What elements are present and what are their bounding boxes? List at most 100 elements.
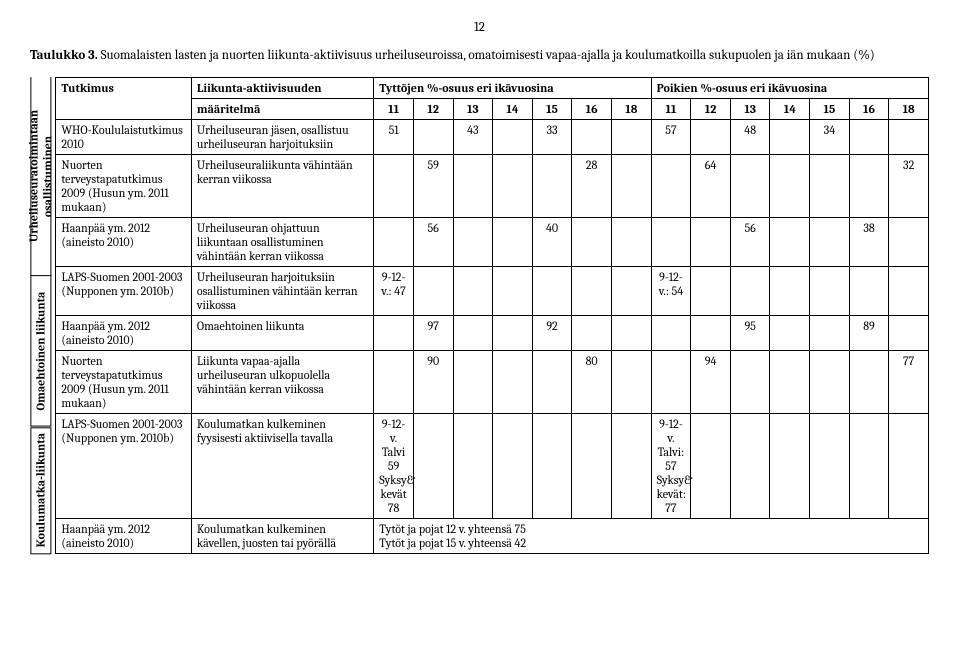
cell-value	[810, 414, 850, 519]
cell-value	[453, 218, 493, 267]
cell-value: 92	[532, 316, 572, 351]
table-caption: Taulukko 3. Suomalaisten lasten ja nuort…	[30, 48, 929, 63]
cell-value	[572, 414, 612, 519]
cell-value	[651, 218, 691, 267]
cell-value	[532, 351, 572, 414]
age-col: 16	[572, 99, 612, 120]
cell-value: 38	[849, 218, 889, 267]
cell-value	[611, 267, 651, 316]
cell-value: 95	[730, 316, 770, 351]
cell-value	[810, 155, 850, 218]
cell-value	[611, 120, 651, 155]
cell-value	[532, 155, 572, 218]
data-table: Tutkimus Liikunta-aktiivisuuden Tyttöjen…	[55, 77, 929, 554]
cell-value	[889, 120, 929, 155]
cell-value	[770, 120, 810, 155]
cell-definition: Koulumatkan kulkeminen fyysisesti aktiiv…	[191, 414, 373, 519]
cell-value	[730, 155, 770, 218]
cell-value	[651, 155, 691, 218]
cell-value	[493, 155, 533, 218]
cell-value: 51	[374, 120, 414, 155]
cell-value	[453, 414, 493, 519]
cell-value	[453, 267, 493, 316]
age-col: 18	[889, 99, 929, 120]
age-col: 13	[730, 99, 770, 120]
cell-definition: Urheiluseuraliikunta vähintään kerran vi…	[191, 155, 373, 218]
cell-value	[849, 414, 889, 519]
cell-value	[493, 120, 533, 155]
cell-value	[849, 267, 889, 316]
cell-value	[691, 414, 731, 519]
col-boys: Poikien %-osuus eri ikävuosina	[651, 78, 928, 99]
cell-value	[691, 120, 731, 155]
cell-value: 28	[572, 155, 612, 218]
caption-text: Suomalaisten lasten ja nuorten liikunta-…	[101, 48, 875, 63]
age-col: 18	[611, 99, 651, 120]
cell-value	[572, 267, 612, 316]
cell-merged: Tytöt ja pojat 12 v. yhteensä 75 Tytöt j…	[374, 519, 929, 554]
group-label-1: Urheiluseuratoimintaan osallistuminen	[30, 77, 51, 276]
cell-value	[691, 267, 731, 316]
cell-value	[770, 267, 810, 316]
cell-value	[493, 414, 533, 519]
cell-study: LAPS-Suomen 2001-2003 (Nupponen ym. 2010…	[56, 267, 192, 316]
cell-value	[493, 218, 533, 267]
cell-study: Nuorten terveystapatutkimus 2009 (Husun …	[56, 351, 192, 414]
cell-value: 43	[453, 120, 493, 155]
age-col: 16	[849, 99, 889, 120]
cell-value	[889, 218, 929, 267]
age-col: 11	[651, 99, 691, 120]
cell-value: 94	[691, 351, 731, 414]
cell-value	[413, 120, 453, 155]
cell-value	[730, 414, 770, 519]
cell-value: 57	[651, 120, 691, 155]
cell-value	[810, 316, 850, 351]
cell-definition: Urheiluseuran jäsen, osallistuu urheilus…	[191, 120, 373, 155]
cell-value	[770, 218, 810, 267]
cell-value	[849, 155, 889, 218]
group-label-2: Omaehtoinen liikunta	[30, 276, 51, 427]
cell-value	[611, 218, 651, 267]
cell-value	[810, 218, 850, 267]
cell-value	[493, 267, 533, 316]
table-row: Haanpää ym. 2012 (aineisto 2010)Omaehtoi…	[56, 316, 929, 351]
table-row: WHO-Koululaistutkimus 2010Urheiluseuran …	[56, 120, 929, 155]
cell-value: 89	[849, 316, 889, 351]
col-definition-l2: määritelmä	[191, 99, 373, 120]
cell-value	[611, 414, 651, 519]
cell-definition: Omaehtoinen liikunta	[191, 316, 373, 351]
cell-value: 32	[889, 155, 929, 218]
cell-value	[374, 316, 414, 351]
cell-value	[691, 218, 731, 267]
cell-value	[453, 316, 493, 351]
cell-value	[413, 267, 453, 316]
cell-value	[413, 414, 453, 519]
cell-value: 48	[730, 120, 770, 155]
age-col: 12	[691, 99, 731, 120]
cell-value	[730, 351, 770, 414]
cell-value	[453, 351, 493, 414]
cell-value	[691, 316, 731, 351]
cell-value	[611, 351, 651, 414]
age-col: 12	[413, 99, 453, 120]
cell-value: 59	[413, 155, 453, 218]
table-row: LAPS-Suomen 2001-2003 (Nupponen ym. 2010…	[56, 267, 929, 316]
table-row: Haanpää ym. 2012 (aineisto 2010)Koulumat…	[56, 519, 929, 554]
cell-value	[849, 120, 889, 155]
cell-study: WHO-Koululaistutkimus 2010	[56, 120, 192, 155]
cell-value: 33	[532, 120, 572, 155]
cell-study: Nuorten terveystapatutkimus 2009 (Husun …	[56, 155, 192, 218]
cell-value	[611, 316, 651, 351]
cell-value	[810, 267, 850, 316]
cell-value	[889, 316, 929, 351]
cell-value	[730, 267, 770, 316]
cell-value	[532, 414, 572, 519]
cell-definition: Urheiluseuran ohjattuun liikuntaan osall…	[191, 218, 373, 267]
cell-value	[651, 351, 691, 414]
caption-label: Taulukko 3.	[30, 48, 98, 63]
cell-study: Haanpää ym. 2012 (aineisto 2010)	[56, 316, 192, 351]
age-col: 11	[374, 99, 414, 120]
table-row: Nuorten terveystapatutkimus 2009 (Husun …	[56, 155, 929, 218]
age-col: 15	[810, 99, 850, 120]
cell-value: 40	[532, 218, 572, 267]
